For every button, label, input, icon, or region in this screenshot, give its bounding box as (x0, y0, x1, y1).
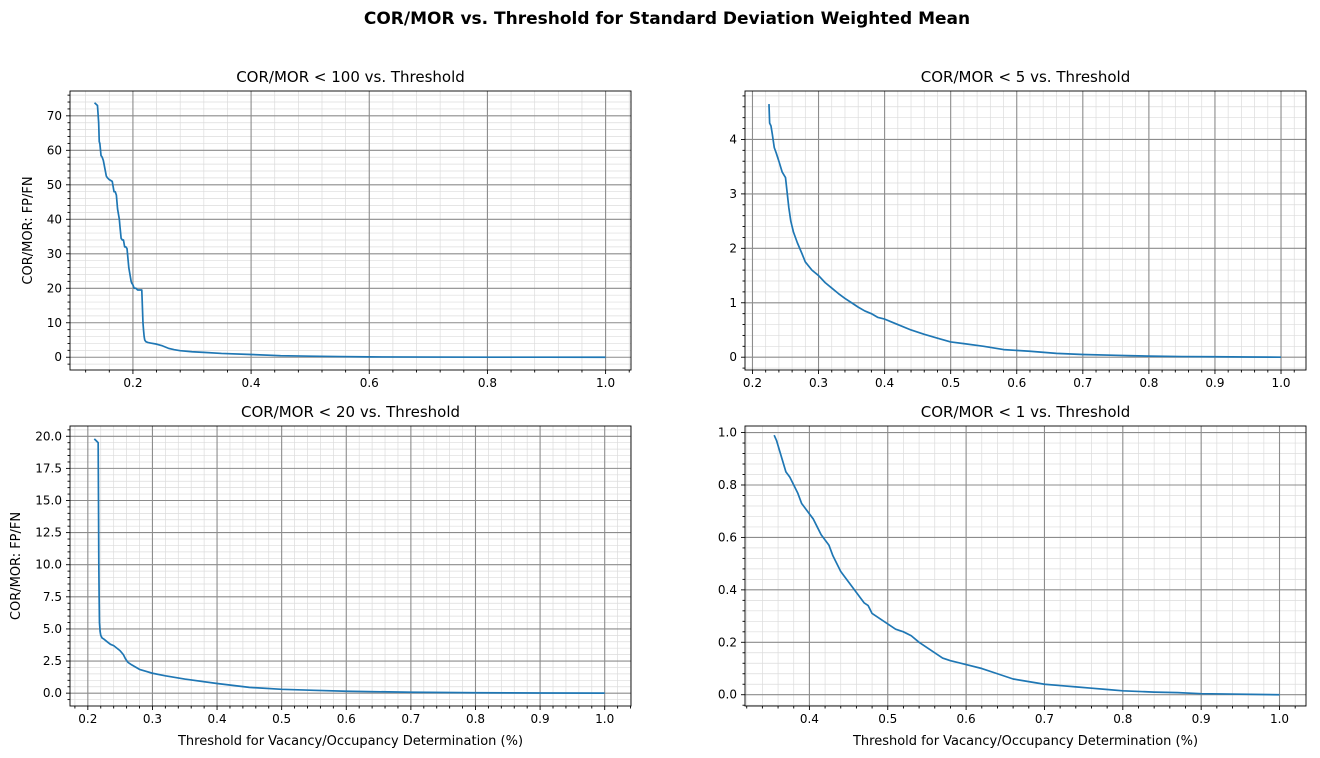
y-tick-label: 20 (47, 281, 62, 295)
y-tick-label: 0.0 (43, 686, 62, 700)
y-tick-label: 0 (54, 350, 62, 364)
series-line (768, 104, 1282, 359)
y-tick-label: 7.5 (43, 590, 62, 604)
x-tick-label: 1.0 (1271, 376, 1290, 390)
x-tick-label: 0.6 (360, 376, 379, 390)
series-line (93, 102, 606, 359)
y-tick-label: 5.0 (43, 622, 62, 636)
x-tick-label: 0.4 (208, 712, 227, 726)
grid (742, 91, 1306, 373)
x-tick-label: 0.6 (1007, 376, 1026, 390)
x-tick-label: 0.9 (1205, 376, 1224, 390)
y-tick-label: 2 (729, 241, 737, 255)
y-tick-label: 0.6 (718, 530, 737, 544)
x-tick-label: 0.3 (809, 376, 828, 390)
y-tick-label: 10 (47, 316, 62, 330)
subplot-2: 0.2 0.3 0.4 0.5 0.6 0.7 0.8 0.9 1.0 0 1 2 3 4 COR/MOR … (729, 68, 1307, 390)
axes-frame (744, 90, 1307, 371)
y-tick-label: 0.4 (718, 583, 737, 597)
x-tick-label: 0.6 (337, 712, 356, 726)
y-tick-label: 0 (729, 350, 737, 364)
y-tick-label: 1.0 (718, 426, 737, 440)
subplot-title: COR/MOR < 5 vs. Threshold (921, 68, 1131, 86)
y-tick-label: 1 (729, 296, 737, 310)
x-tick-label: 0.4 (800, 712, 819, 726)
y-tick-label: 0.2 (718, 635, 737, 649)
y-tick-label: 12.5 (35, 526, 62, 540)
y-axis-label: COR/MOR: FP/FN (21, 176, 36, 284)
x-tick-label: 0.8 (1139, 376, 1158, 390)
x-tick-label: 0.8 (466, 712, 485, 726)
x-tick-label: 0.5 (941, 376, 960, 390)
subplot-4: 0.4 0.5 0.6 0.7 0.8 0.9 1.0 0.0 0.2 0.4 0.6 0.8 1.0 C… (718, 403, 1307, 749)
x-tick-label: 0.2 (123, 376, 142, 390)
y-tick-label: 0.8 (718, 478, 737, 492)
grid (742, 426, 1306, 709)
figure-suptitle: COR/MOR vs. Threshold for Standard Devia… (364, 9, 970, 29)
x-axis-label: Threshold for Vacancy/Occupancy Determin… (852, 734, 1198, 749)
subplot-title: COR/MOR < 20 vs. Threshold (241, 403, 460, 421)
x-axis-label: Threshold for Vacancy/Occupancy Determin… (177, 734, 523, 749)
x-tick-label: 0.7 (1035, 712, 1054, 726)
y-tick-label: 20.0 (35, 429, 62, 443)
y-tick-label: 10.0 (35, 558, 62, 572)
subplot-title: COR/MOR < 1 vs. Threshold (921, 403, 1131, 421)
x-tick-label: 0.7 (1073, 376, 1092, 390)
x-tick-label: 1.0 (595, 712, 614, 726)
axes-frame (69, 90, 632, 371)
x-tick-label: 0.4 (242, 376, 261, 390)
series-line (773, 434, 1280, 696)
x-tick-label: 0.2 (78, 712, 97, 726)
x-tick-label: 0.5 (272, 712, 291, 726)
axes-frame (69, 425, 632, 707)
x-tick-label: 1.0 (596, 376, 615, 390)
y-tick-label: 60 (47, 143, 62, 157)
x-tick-label: 1.0 (1270, 712, 1289, 726)
series-line (93, 438, 605, 695)
axes-frame (744, 425, 1307, 707)
x-tick-label: 0.7 (401, 712, 420, 726)
y-tick-label: 4 (729, 132, 737, 146)
y-tick-label: 17.5 (35, 461, 62, 475)
y-tick-label: 3 (729, 187, 737, 201)
x-tick-label: 0.8 (1113, 712, 1132, 726)
x-tick-label: 0.3 (143, 712, 162, 726)
y-tick-label: 2.5 (43, 654, 62, 668)
grid (67, 426, 631, 709)
y-tick-label: 0.0 (718, 688, 737, 702)
subplot-1: 0.2 0.4 0.6 0.8 1.0 0 10 20 30 40 50 60 70 COR/MOR < … (21, 68, 632, 390)
x-tick-label: 0.8 (478, 376, 497, 390)
y-tick-label: 40 (47, 212, 62, 226)
x-tick-label: 0.4 (875, 376, 894, 390)
x-tick-label: 0.2 (743, 376, 762, 390)
y-tick-label: 30 (47, 247, 62, 261)
x-tick-label: 0.5 (878, 712, 897, 726)
y-axis-label: COR/MOR: FP/FN (9, 512, 24, 620)
x-tick-label: 0.9 (531, 712, 550, 726)
subplot-3: 0.2 0.3 0.4 0.5 0.6 0.7 0.8 0.9 1.0 0.0 2.5 5.0 7.5 1… (9, 403, 632, 749)
x-tick-label: 0.9 (1192, 712, 1211, 726)
x-tick-label: 0.6 (957, 712, 976, 726)
y-tick-label: 50 (47, 178, 62, 192)
subplot-title: COR/MOR < 100 vs. Threshold (236, 68, 465, 86)
y-tick-label: 70 (47, 109, 62, 123)
grid (67, 91, 631, 373)
y-tick-label: 15.0 (35, 493, 62, 507)
